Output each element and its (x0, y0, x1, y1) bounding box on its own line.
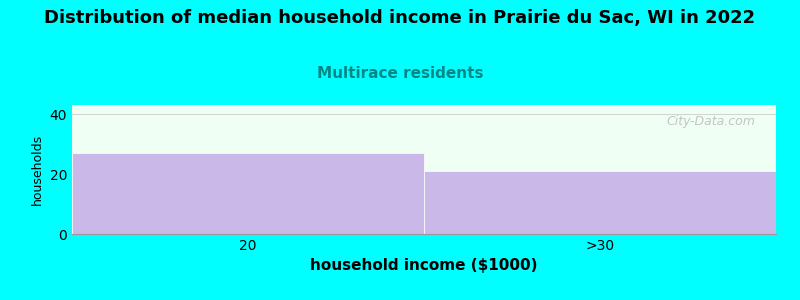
Y-axis label: households: households (31, 134, 44, 205)
Bar (72, 153, 424, 234)
Text: City-Data.com: City-Data.com (666, 115, 755, 128)
Text: Distribution of median household income in Prairie du Sac, WI in 2022: Distribution of median household income … (45, 9, 755, 27)
Bar (424, 171, 776, 234)
Text: Multirace residents: Multirace residents (317, 66, 483, 81)
X-axis label: household income ($1000): household income ($1000) (310, 258, 538, 273)
